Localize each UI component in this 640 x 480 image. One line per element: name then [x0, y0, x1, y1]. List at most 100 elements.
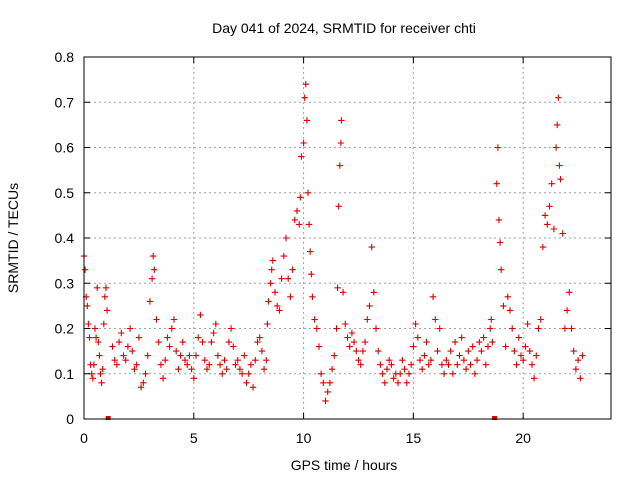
data-point — [126, 325, 134, 332]
data-point — [297, 194, 304, 201]
gap-marker — [105, 416, 111, 420]
data-point — [473, 357, 481, 364]
data-point — [269, 257, 276, 264]
data-point — [155, 338, 162, 346]
data-point — [157, 361, 165, 368]
data-point — [241, 352, 248, 359]
data-point — [148, 275, 156, 282]
data-point — [120, 352, 127, 359]
data-point — [552, 144, 560, 151]
data-point — [219, 370, 226, 377]
data-point — [243, 379, 250, 386]
data-point — [249, 384, 257, 391]
data-point — [137, 384, 145, 391]
data-point — [84, 302, 91, 310]
data-point — [434, 347, 441, 355]
data-point — [181, 357, 189, 364]
data-point — [509, 325, 516, 332]
data-point — [375, 347, 382, 355]
data-point — [335, 203, 342, 210]
data-point — [245, 370, 252, 377]
x-tick-label: 20 — [515, 430, 531, 446]
data-point — [260, 366, 268, 373]
data-point — [304, 189, 312, 196]
data-point — [344, 334, 351, 341]
data-point — [102, 284, 110, 291]
data-point — [300, 139, 307, 147]
data-point — [96, 352, 103, 359]
data-point — [274, 302, 281, 310]
data-point — [311, 316, 318, 323]
data-point — [225, 338, 233, 346]
data-point — [94, 284, 101, 291]
data-point — [495, 216, 503, 224]
y-tick-label: 0.8 — [55, 49, 75, 65]
data-point — [416, 357, 424, 364]
data-point — [506, 307, 514, 314]
data-point — [109, 343, 116, 350]
data-point — [197, 311, 204, 319]
data-point — [291, 216, 298, 224]
data-point — [383, 366, 391, 373]
data-point — [328, 366, 336, 373]
data-point — [159, 375, 167, 382]
data-point — [173, 347, 180, 355]
data-point — [403, 379, 410, 386]
data-point — [296, 221, 303, 228]
data-point — [535, 325, 542, 332]
data-point — [192, 352, 200, 359]
data-point — [190, 375, 197, 382]
y-tick-labels: 0 0.1 0.2 0.3 0.4 0.5 0.6 0.7 0.8 — [55, 49, 75, 427]
data-point — [122, 357, 129, 364]
data-point — [177, 352, 184, 359]
data-point — [263, 357, 270, 364]
data-point — [541, 212, 549, 219]
data-point — [223, 366, 230, 373]
data-point — [511, 347, 518, 355]
data-point — [436, 325, 443, 332]
data-point — [99, 366, 106, 373]
data-point — [471, 370, 479, 377]
data-point — [271, 289, 279, 296]
data-point — [454, 361, 461, 368]
data-point — [561, 325, 569, 332]
data-point — [539, 243, 547, 251]
x-tick-labels: 0 5 10 15 20 — [80, 430, 531, 446]
data-point — [504, 293, 511, 300]
data-point — [397, 370, 404, 377]
data-point — [131, 366, 138, 373]
data-point — [388, 361, 395, 368]
gap-markers — [105, 416, 498, 420]
data-point — [537, 316, 544, 323]
data-point — [208, 338, 215, 346]
data-point — [293, 207, 301, 215]
x-tick-label: 15 — [406, 430, 422, 446]
data-point — [234, 357, 241, 364]
data-point — [484, 343, 492, 350]
data-point — [480, 334, 487, 341]
data-point — [81, 266, 89, 273]
data-point — [350, 338, 358, 346]
data-point — [359, 347, 367, 355]
data-point — [206, 361, 213, 368]
data-point — [577, 375, 584, 382]
data-point — [103, 307, 111, 314]
x-tick-label: 10 — [296, 430, 312, 446]
x-axis-label: GPS time / hours — [291, 457, 398, 473]
y-tick-label: 0.6 — [55, 140, 75, 156]
data-point — [355, 357, 362, 364]
data-point — [554, 121, 561, 129]
data-point — [502, 343, 509, 350]
data-point — [451, 338, 459, 346]
data-point — [322, 397, 329, 405]
data-point — [151, 266, 158, 273]
data-point — [230, 343, 237, 350]
y-tick-label: 0.3 — [55, 275, 75, 291]
data-point — [315, 343, 323, 350]
data-point — [140, 379, 147, 386]
data-point — [95, 338, 102, 346]
data-point — [467, 361, 474, 368]
data-point — [488, 316, 495, 323]
data-point — [313, 325, 320, 332]
